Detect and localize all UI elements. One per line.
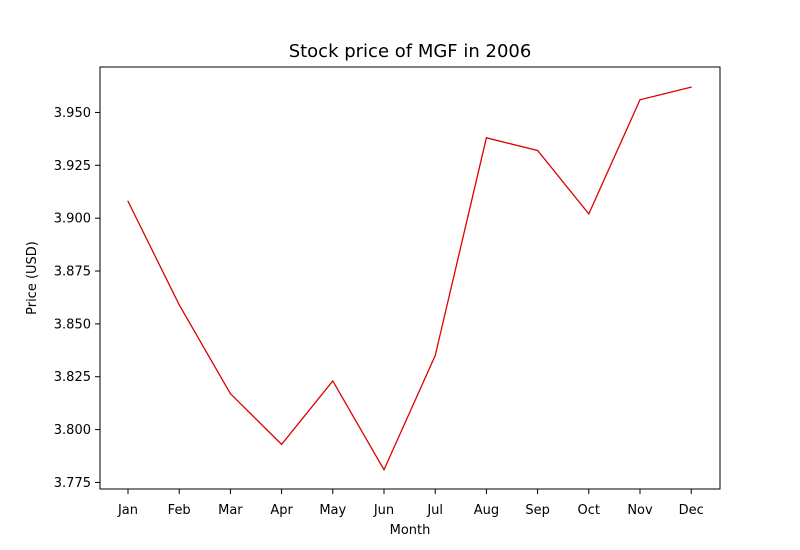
data-point (332, 380, 334, 382)
y-tick-label: 3.950 (54, 106, 91, 121)
x-tick-label: May (319, 503, 346, 518)
data-point (639, 99, 641, 101)
data-point (281, 443, 283, 445)
y-axis-label: Price (USD) (25, 241, 40, 315)
x-tick-label: Aug (474, 503, 499, 518)
y-tick-label: 3.925 (54, 159, 91, 174)
x-tick-label: Jan (117, 503, 138, 518)
data-point (178, 304, 180, 306)
x-tick-label: Dec (679, 503, 704, 518)
data-point (383, 469, 385, 471)
y-tick-label: 3.825 (54, 370, 91, 385)
data-point (537, 149, 539, 152)
data-point (485, 137, 487, 139)
x-tick-label: Mar (218, 503, 243, 518)
y-tick-label: 3.800 (54, 423, 91, 438)
x-tick-label: Sep (525, 503, 550, 518)
x-tick-label: Jun (373, 503, 394, 518)
data-point (690, 86, 692, 88)
data-point (588, 213, 590, 215)
y-tick-label: 3.850 (54, 317, 91, 332)
chart-title: Stock price of MGF in 2006 (289, 41, 532, 62)
data-point (229, 393, 231, 395)
x-tick-label: Oct (578, 503, 600, 518)
plot-series (127, 86, 692, 472)
y-tick-label: 3.775 (54, 476, 91, 491)
y-tick-label: 3.900 (54, 212, 91, 227)
x-axis-label: Month (390, 523, 431, 538)
y-tick-label: 3.875 (54, 265, 91, 280)
x-tick-label: Jul (426, 503, 443, 518)
data-point (434, 354, 436, 357)
y-axis: 3.775 3.800 3.825 3.850 3.875 3.900 3.925 3.950 (54, 106, 100, 491)
x-tick-label: Feb (168, 503, 191, 518)
x-tick-label: Apr (270, 503, 293, 518)
plot-frame (99, 66, 721, 490)
x-axis: Jan Feb Mar Apr May Jun Jul Aug Sep Oct Nov Dec (117, 489, 704, 518)
x-tick-label: Nov (627, 503, 653, 518)
data-point (127, 200, 129, 202)
series-line (127, 86, 692, 472)
